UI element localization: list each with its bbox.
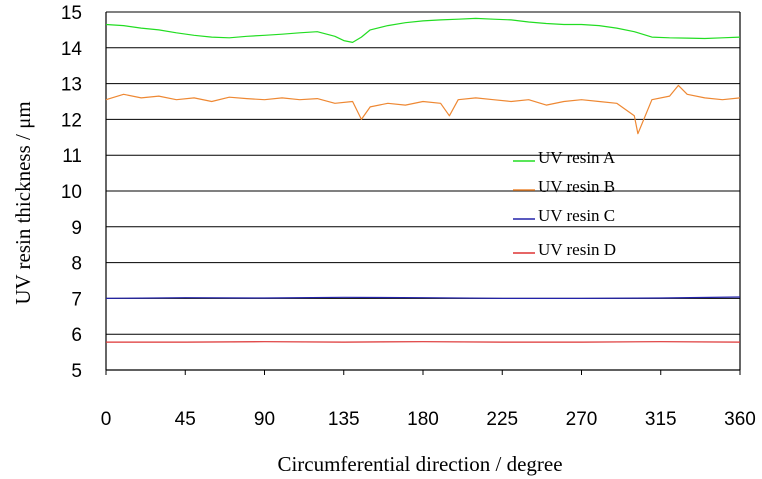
y-tick-label-8: 8 xyxy=(71,254,82,275)
series-line-c xyxy=(105,296,741,299)
grid xyxy=(106,11,740,371)
series-line-b xyxy=(105,84,741,135)
x-tick-label-360: 360 xyxy=(724,409,756,430)
y-tick-label-12: 12 xyxy=(61,110,82,131)
x-tick-label-180: 180 xyxy=(407,409,439,430)
y-tick-labels: 5 6 7 8 9 10 11 12 13 14 15 xyxy=(61,3,83,382)
x-tick-label-90: 90 xyxy=(254,409,275,430)
y-tick-label-7: 7 xyxy=(71,289,82,310)
series-line-a xyxy=(105,17,741,44)
x-axis-title: Circumferential direction / degree xyxy=(277,452,562,476)
x-tick-label-0: 0 xyxy=(101,409,112,430)
legend-label-c: UV resin C xyxy=(538,206,615,225)
x-tick-label-315: 315 xyxy=(645,409,677,430)
y-tick-label-9: 9 xyxy=(71,218,82,239)
y-tick-label-15: 15 xyxy=(61,3,82,24)
y-axis-title: UV resin thickness / μm xyxy=(11,101,35,304)
y-tick-label-11: 11 xyxy=(62,146,82,167)
y-tick-label-14: 14 xyxy=(61,39,83,60)
y-tick-label-5: 5 xyxy=(71,361,82,382)
legend-label-d: UV resin D xyxy=(538,240,616,259)
legend-label-a: UV resin A xyxy=(538,148,616,167)
y-tick-label-13: 13 xyxy=(61,75,82,96)
x-tick-labels: 0 45 90 135 180 225 270 315 360 xyxy=(101,409,756,430)
x-tick-label-225: 225 xyxy=(486,409,518,430)
legend: UV resin A UV resin B UV resin C UV resin D xyxy=(513,148,616,259)
plot-border xyxy=(105,12,741,375)
x-tick-label-270: 270 xyxy=(566,409,598,430)
y-tick-label-6: 6 xyxy=(71,325,82,346)
x-tick-label-135: 135 xyxy=(328,409,360,430)
x-tick-label-45: 45 xyxy=(175,409,196,430)
legend-label-b: UV resin B xyxy=(538,177,615,196)
series-group xyxy=(105,17,741,343)
y-tick-label-10: 10 xyxy=(61,182,82,203)
